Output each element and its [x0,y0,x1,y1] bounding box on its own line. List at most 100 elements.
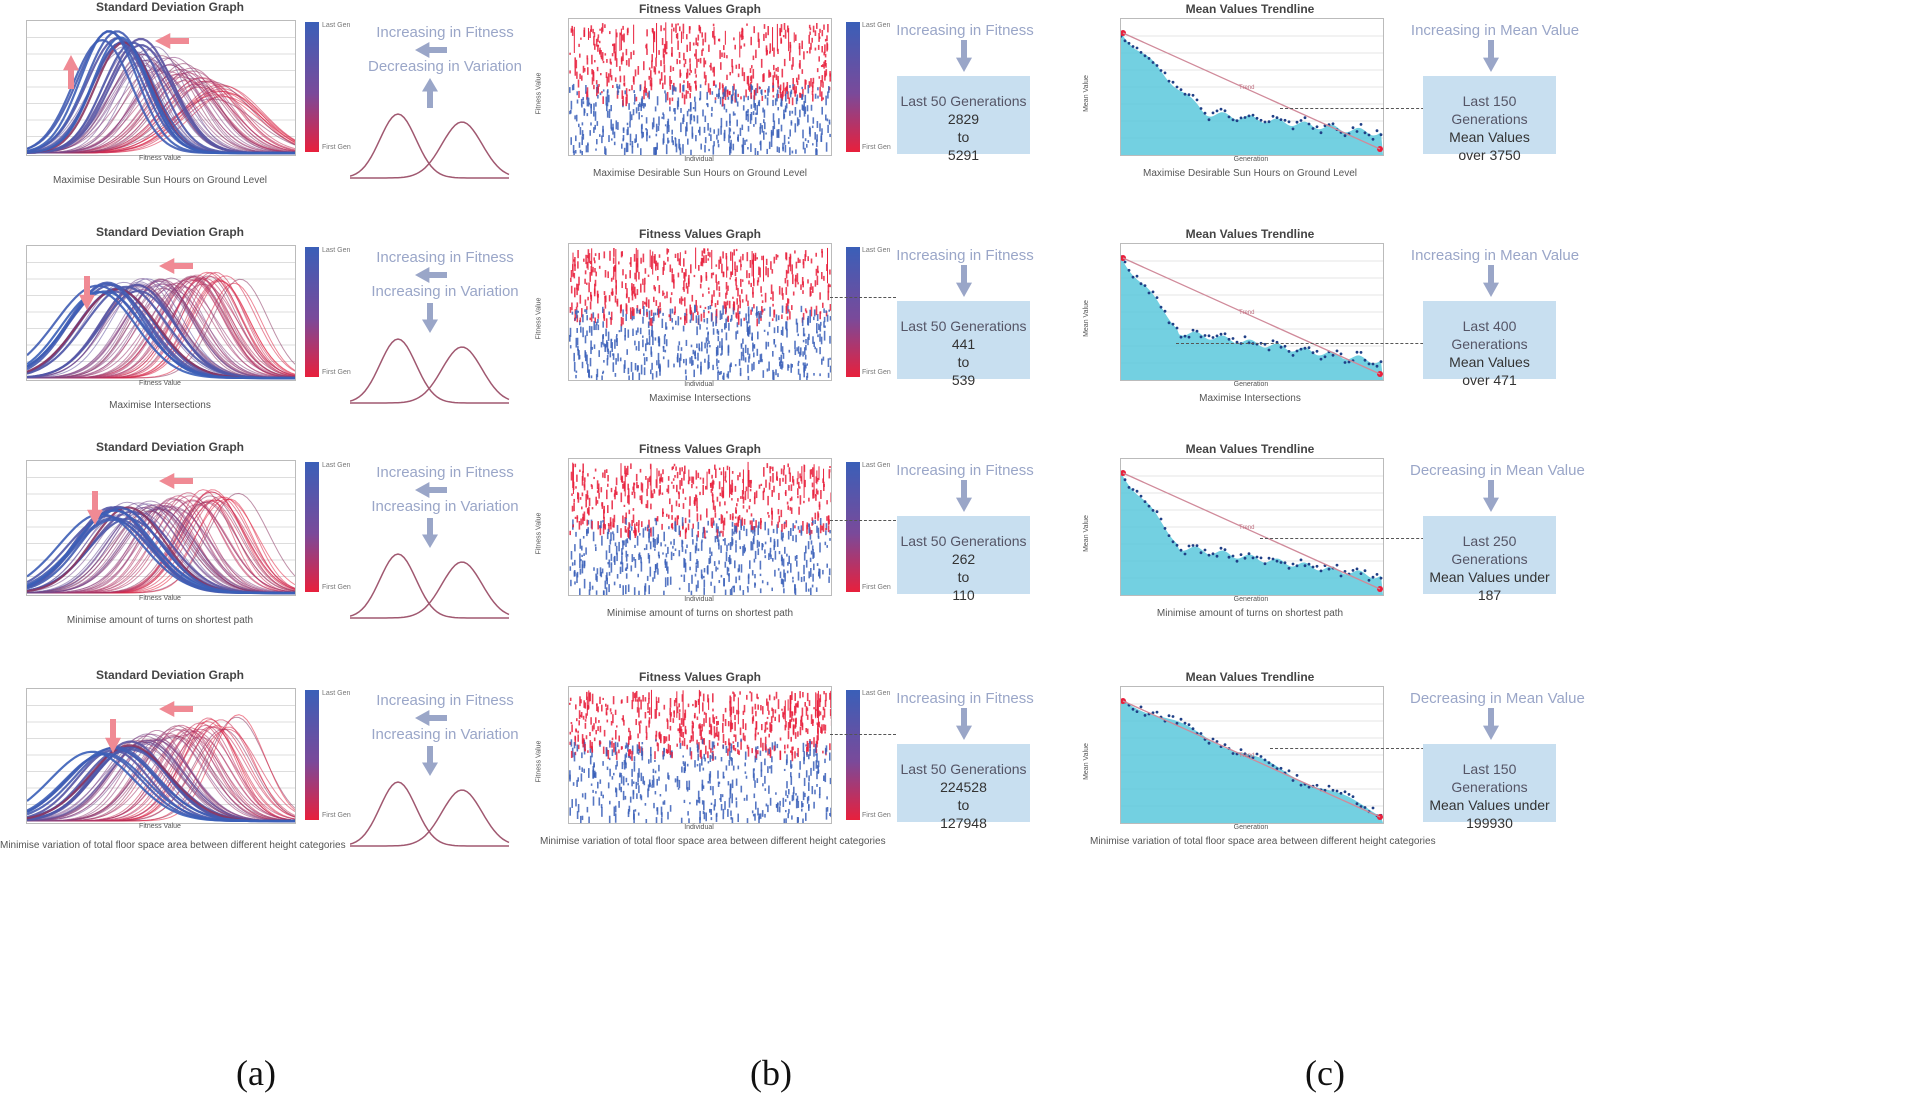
fitness-point [810,530,813,534]
fitness-point [610,532,612,541]
fitness-point [774,550,777,560]
y-axis-label: Fitness Value [535,512,543,555]
fitness-point [715,274,717,283]
fitness-point [753,344,756,349]
fitness-point [777,107,779,111]
fitness-point [671,515,673,520]
fitness-point [787,298,789,306]
fitness-point [570,471,573,481]
fitness-point [662,267,664,275]
fitness-point [784,744,786,750]
fitness-point [776,89,779,95]
fitness-point [641,521,643,528]
result-box-line: 110 [952,587,975,603]
fitness-point [773,309,775,318]
fitness-point [705,254,707,264]
fitness-point [819,698,821,707]
fitness-point [780,354,783,364]
fitness-point [810,306,813,317]
fitness-point [687,91,689,94]
mean-point [1191,727,1195,731]
fitness-point [764,521,766,531]
mean-point [1287,769,1291,773]
fitness-point [655,133,658,137]
fitness-point [614,373,617,377]
fitness-point [776,146,779,153]
fitness-point [616,334,618,337]
down-arrow-icon [956,40,972,72]
mean-point [1371,362,1375,366]
fitness-point [628,103,630,110]
fitness-point [635,96,638,102]
fitness-point [590,326,593,336]
fitness-point [622,127,625,134]
fitness-point [746,744,749,749]
fitness-point [743,317,745,321]
fitness-point [668,514,670,519]
fitness-point [798,506,800,515]
fitness-point [610,105,612,112]
fitness-point [821,30,824,37]
fitness-point [634,94,636,102]
mean-point [1219,332,1223,336]
fitness-point [658,50,660,55]
fitness-point [712,479,714,489]
y-axis-label: Mean Value [1082,75,1090,112]
fitness-point [760,705,762,711]
fitness-point [721,486,723,497]
fitness-point [781,578,784,585]
fitness-point [767,701,769,711]
fitness-point [771,756,773,763]
fitness-point [611,288,614,296]
fitness-point [722,808,725,814]
fitness-point [723,103,726,110]
fitness-point [718,93,720,97]
fitness-point [625,585,627,595]
fitness-point [691,294,694,302]
fitness-point [569,110,571,115]
fitness-point [784,29,787,39]
fitness-point [620,775,623,784]
mean-point [1131,275,1135,279]
fitness-point [826,35,828,42]
fitness-point [669,84,672,90]
fitness-point [593,567,595,571]
fitness-point [782,142,784,150]
fitness-point [593,85,595,90]
fitness-point [742,710,745,715]
fitness-point [803,500,805,504]
fitness-point [669,707,671,715]
fitness-point [643,86,646,93]
fitness-point [725,120,728,127]
fitness-point [694,545,697,554]
mean-point [1343,790,1347,794]
fitness-point [751,717,754,724]
fitness-point [826,545,828,548]
fitness-point [823,775,825,781]
fitness-point [816,722,819,725]
fitness-point [802,692,804,698]
fitness-point [770,716,773,724]
fitness-point [744,762,746,767]
fitness-point [607,750,610,760]
fitness-point [574,736,577,746]
fitness-point [595,80,598,85]
fitness-point [769,547,772,553]
fitness-point [699,763,701,772]
fitness-point [808,524,810,534]
fitness-point [759,267,761,278]
fitness-point [647,92,649,98]
fitness-point [723,132,726,142]
fitness-point [768,694,771,697]
fitness-point [577,310,579,313]
fitness-point [690,149,692,155]
fitness-point [703,71,706,79]
fitness-point [808,700,811,706]
fitness-point [612,714,614,724]
fitness-point [662,754,665,760]
fitness-point [712,145,715,155]
fitness-point [700,275,702,283]
fitness-point [579,568,582,575]
fitness-point [595,102,597,107]
fitness-point [579,553,581,562]
